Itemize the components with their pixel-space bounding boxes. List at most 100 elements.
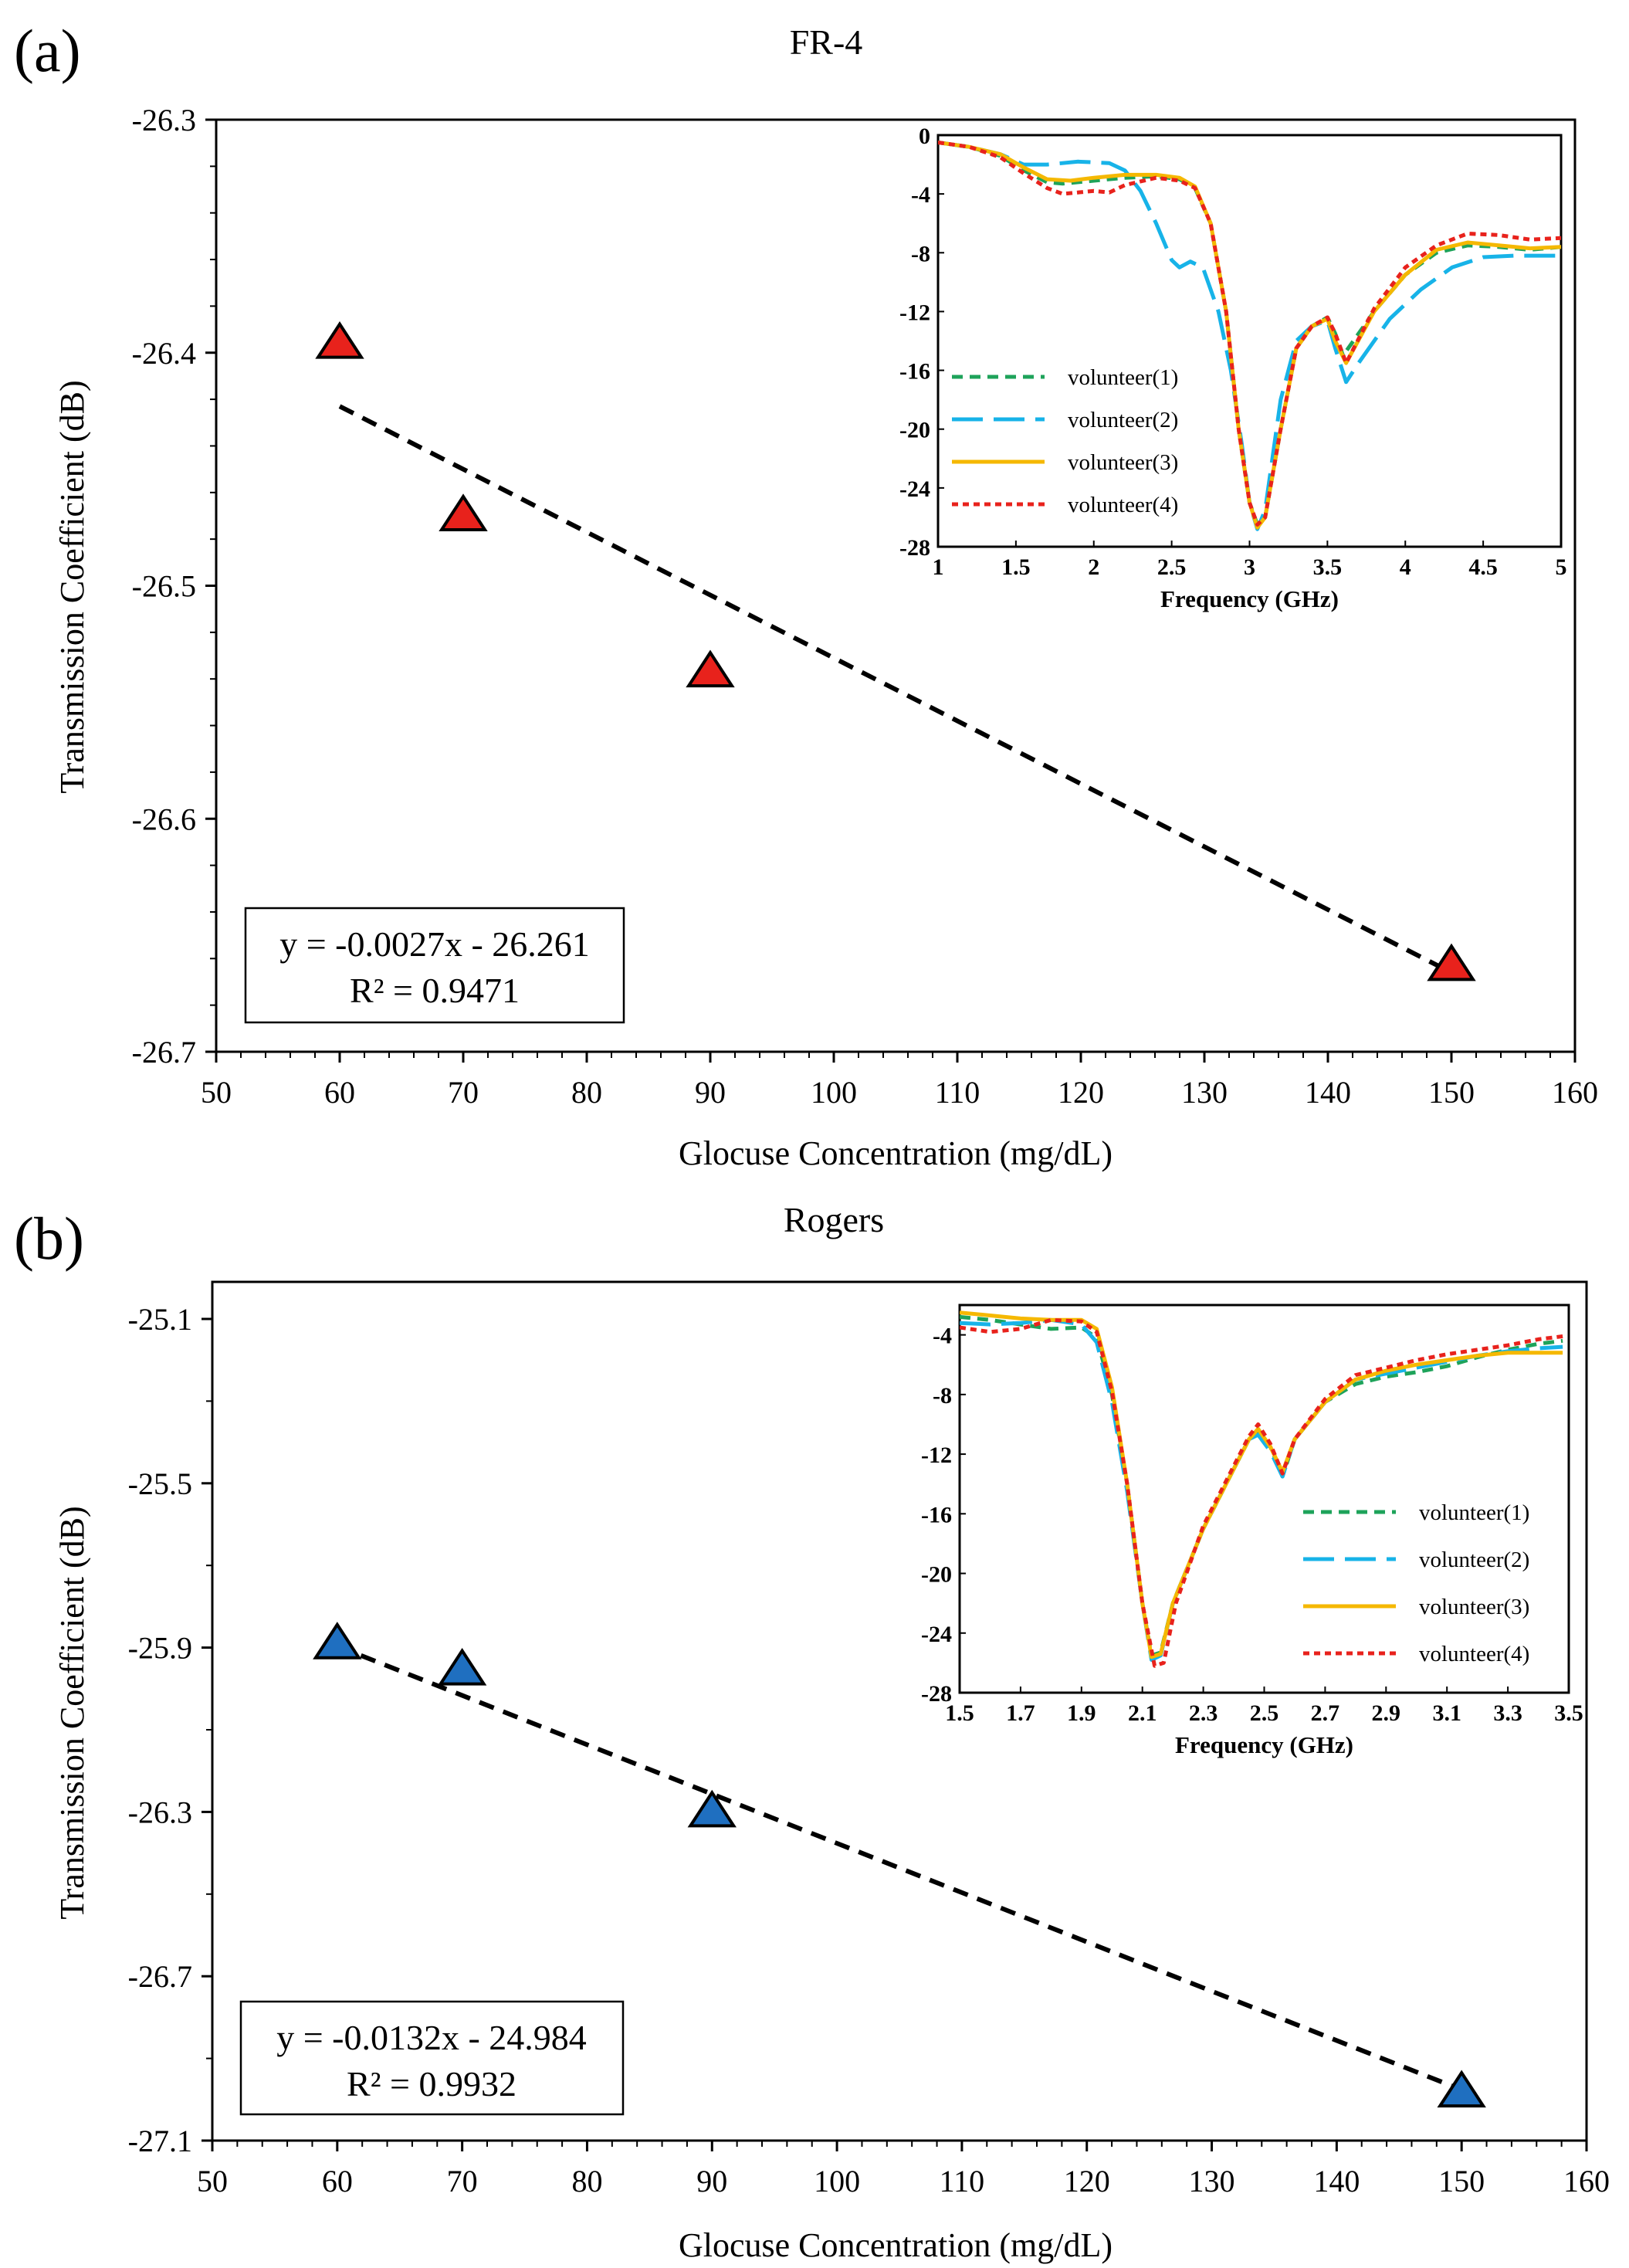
inset-chart-a: 0 -4 -8 -12 -16 -20 -24 -281 1.5 2 2.5 3 3.5 4 4.5 5 Fre… <box>899 124 1567 612</box>
x-tick-label: 50 <box>201 1075 232 1110</box>
inset-x-tick-label: 3.5 <box>1554 1700 1583 1726</box>
x-tick-label: 70 <box>447 2164 478 2199</box>
x-tick-label: 160 <box>1563 2164 1610 2199</box>
x-tick-label: 80 <box>571 1075 602 1110</box>
plot-area-b <box>211 1280 1588 2142</box>
inset-x-tick-label: 2.9 <box>1372 1700 1401 1726</box>
r-squared-b: R² = 0.9932 <box>347 2064 516 2104</box>
inset-y-tick-label: -12 <box>899 300 930 325</box>
inset-x-tick-label: 2.7 <box>1311 1700 1340 1726</box>
y-tick-label: -26.6 <box>132 802 196 836</box>
x-tick-label: 110 <box>935 1075 980 1110</box>
y-tick-label: -25.1 <box>128 1302 192 1337</box>
inset-y-tick-label: -4 <box>933 1324 952 1349</box>
inset-plot-area <box>958 1304 1570 1694</box>
inset-y-tick-label: -20 <box>899 418 930 443</box>
x-tick-label: 160 <box>1552 1075 1598 1110</box>
x-tick-label: 90 <box>695 1075 726 1110</box>
equation-box-a <box>244 907 625 1024</box>
x-tick-label: 140 <box>1305 1075 1351 1110</box>
x-tick-label: 100 <box>811 1075 857 1110</box>
x-tick-label: 120 <box>1058 1075 1104 1110</box>
data-point <box>1437 2070 1486 2108</box>
inset-y-tick-label: -8 <box>933 1383 952 1409</box>
y-axis-ticks-a: -26.3 -26.4 -26.5 -26.6 -26.7 <box>132 103 216 1070</box>
data-point <box>315 321 364 359</box>
y-tick-label: -26.3 <box>128 1795 192 1829</box>
y-tick-label: -26.7 <box>128 1959 192 1994</box>
inset-x-tick-label: 5 <box>1556 554 1567 580</box>
x-axis-label-b: Glocuse Concentration (mg/dL) <box>679 2226 1113 2264</box>
x-tick-label: 130 <box>1181 1075 1228 1110</box>
inset-y-tick-label: -16 <box>899 359 930 385</box>
x-tick-label: 80 <box>571 2164 602 2199</box>
x-tick-label: 150 <box>1428 1075 1475 1110</box>
legend-entry: volunteer(4) <box>1068 493 1178 517</box>
legend-entry: volunteer(1) <box>1419 1500 1529 1525</box>
panel-a: (a) FR-4 -26.3-26.4-26.5-26.6-26.7 50 60 7… <box>14 17 1598 1172</box>
legend-entry: volunteer(4) <box>1419 1642 1529 1666</box>
inset-x-tick-label: 1.9 <box>1067 1700 1096 1726</box>
x-tick-label: 60 <box>324 1075 355 1110</box>
y-tick-label: -27.1 <box>128 2124 192 2158</box>
inset-y-tick-label: -12 <box>921 1443 952 1468</box>
panel-b: (b) Rogers -25.1 -25.5 -25.9 -26.3 -26.7 -27.… <box>14 1200 1610 2264</box>
inset-x-tick-label: 1.5 <box>945 1700 974 1726</box>
chart-title-a: FR-4 <box>790 22 863 62</box>
inset-x-tick-label: 1.5 <box>1001 554 1031 580</box>
x-axis-ticks-b: 50 60 70 80 90 100 110 120 130 140 150 160 <box>197 2141 1610 2199</box>
inset-y-tick-label: -28 <box>921 1681 952 1707</box>
data-point <box>437 1647 487 1686</box>
inset-y-tick-label: -20 <box>921 1562 952 1588</box>
data-point <box>1427 943 1476 981</box>
inset-x-tick-label: 3.1 <box>1432 1700 1461 1726</box>
inset-x-tick-label: 2 <box>1088 554 1099 580</box>
x-tick-label: 90 <box>696 2164 727 2199</box>
legend-entry: volunteer(1) <box>1068 365 1178 390</box>
legend-entry: volunteer(2) <box>1068 408 1178 432</box>
inset-x-tick-label: 2.1 <box>1128 1700 1157 1726</box>
inset-x-tick-label: 3.5 <box>1313 554 1343 580</box>
equation-a: y = -0.0027x - 26.261 <box>279 924 590 964</box>
x-tick-label: 100 <box>814 2164 860 2199</box>
x-axis-ticks-a: 50 60 70 80 90 100 110 120 130 140 150 160 <box>201 1052 1598 1110</box>
inset-y-tick-label: -16 <box>921 1502 952 1527</box>
panel-label-b: (b) <box>14 1205 84 1272</box>
inset-y-tick-label: -28 <box>899 535 930 561</box>
trendline-b <box>336 1643 1463 2093</box>
inset-x-tick-label: 1 <box>933 554 944 580</box>
inset-x-tick-label: 3 <box>1244 554 1255 580</box>
x-tick-label: 130 <box>1189 2164 1235 2199</box>
x-tick-label: 140 <box>1313 2164 1360 2199</box>
series-line <box>960 1317 1563 1668</box>
inset-chart-b: -4 -8 -12 -16 -20 -24 -281.5 1.7 1.9 2.1 2.3 2.5 2.7… <box>921 1304 1583 1758</box>
legend-entry: volunteer(2) <box>1419 1548 1529 1572</box>
inset-x-tick-label: 3.3 <box>1493 1700 1522 1726</box>
r-squared-a: R² = 0.9471 <box>350 971 520 1010</box>
series-line <box>938 141 1561 527</box>
inset-x-tick-label: 1.7 <box>1006 1700 1035 1726</box>
x-tick-label: 110 <box>940 2164 985 2199</box>
inset-x-tick-label: 2.3 <box>1189 1700 1218 1726</box>
equation-box-b <box>239 2000 625 2116</box>
trendline-a <box>338 404 1453 975</box>
panel-label-a: (a) <box>14 17 81 84</box>
legend-entry: volunteer(3) <box>1419 1595 1529 1619</box>
data-point <box>439 493 488 531</box>
data-point <box>313 1622 362 1659</box>
inset-y-tick-label: -8 <box>911 241 930 266</box>
y-tick-label: -26.4 <box>132 336 196 371</box>
y-tick-label: -25.5 <box>128 1466 192 1501</box>
x-tick-label: 50 <box>197 2164 228 2199</box>
x-tick-label: 70 <box>448 1075 479 1110</box>
y-axis-label-b: Transmission Coefficient (dB) <box>53 1506 91 1919</box>
inset-x-axis-label: Frequency (GHz) <box>1160 585 1339 612</box>
equation-b: y = -0.0132x - 24.984 <box>276 2018 587 2057</box>
inset-plot-area <box>936 134 1563 548</box>
x-tick-label: 60 <box>322 2164 353 2199</box>
inset-y-tick-label: -24 <box>921 1622 952 1647</box>
x-axis-label-a: Glocuse Concentration (mg/dL) <box>679 1134 1113 1172</box>
data-points-a <box>315 321 1476 981</box>
y-tick-label: -26.3 <box>132 103 196 137</box>
